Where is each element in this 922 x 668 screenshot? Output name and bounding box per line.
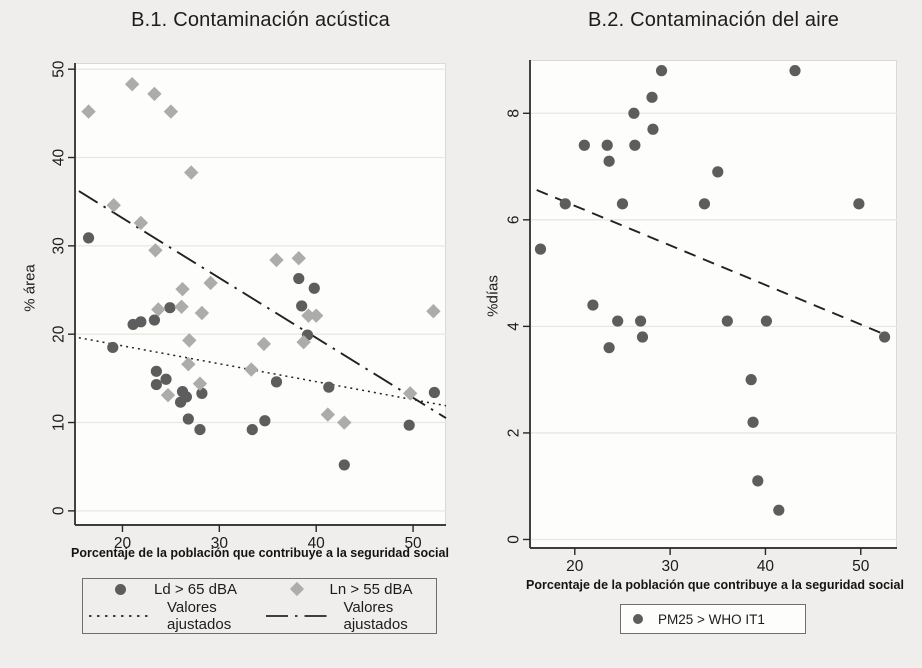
svg-text:10: 10 [51, 414, 68, 432]
dotted-line-icon [89, 615, 152, 617]
svg-text:50: 50 [404, 535, 422, 552]
svg-text:2: 2 [506, 429, 523, 438]
svg-text:4: 4 [506, 322, 523, 331]
plot-area-air-chart: 0 2 4 6 8 20 30 40 50 [506, 60, 897, 575]
y-axis-label-air: %días [484, 275, 502, 317]
svg-text:30: 30 [211, 535, 229, 552]
dashdot-line-icon [265, 615, 329, 617]
svg-text:50: 50 [852, 558, 870, 575]
legend-label-ln55: Ln > 55 dBA [329, 580, 413, 598]
svg-text:6: 6 [506, 216, 523, 225]
y-axis-label-noise: % área [21, 264, 39, 312]
legend-noise: Ld > 65 dBA Ln > 55 dBA Valores ajustado… [82, 578, 437, 634]
diamond-marker-icon [289, 581, 304, 597]
chart-title-noise: B.1. Contaminación acústica [131, 9, 390, 31]
legend-item-fit-dotted: Valores ajustados [83, 599, 260, 633]
svg-text:30: 30 [51, 237, 68, 255]
svg-text:20: 20 [566, 558, 584, 575]
svg-text:40: 40 [51, 149, 68, 167]
svg-text:20: 20 [51, 325, 68, 343]
legend-label-fit-dashdot: Valores ajustados [343, 599, 408, 633]
x-axis-label-air: Porcentaje de la población que contribuy… [526, 578, 904, 592]
plot-area-noise-chart: 0 10 20 30 40 50 20 30 40 50 [51, 60, 447, 552]
legend-item-ln55: Ln > 55 dBA [260, 579, 437, 599]
svg-text:30: 30 [662, 558, 680, 575]
x-axis-label-noise: Porcentaje de la población que contribuy… [71, 546, 449, 560]
legend-label-pm25: PM25 > WHO IT1 [658, 611, 765, 627]
circle-marker-icon [633, 614, 643, 624]
svg-text:8: 8 [506, 109, 523, 118]
legend-item-ld65: Ld > 65 dBA [83, 579, 260, 599]
svg-text:0: 0 [51, 506, 68, 515]
svg-text:40: 40 [757, 558, 775, 575]
legend-item-fit-dashdot: Valores ajustados [260, 599, 437, 633]
legend-air: PM25 > WHO IT1 [620, 604, 806, 634]
legend-label-ld65: Ld > 65 dBA [154, 580, 237, 598]
chart-title-air: B.2. Contaminación del aire [587, 9, 840, 31]
svg-text:40: 40 [308, 535, 326, 552]
legend-label-fit-dotted: Valores ajustados [167, 599, 232, 633]
svg-text:0: 0 [506, 535, 523, 544]
circle-marker-icon [115, 583, 126, 595]
svg-text:50: 50 [51, 60, 68, 78]
svg-text:20: 20 [114, 535, 132, 552]
